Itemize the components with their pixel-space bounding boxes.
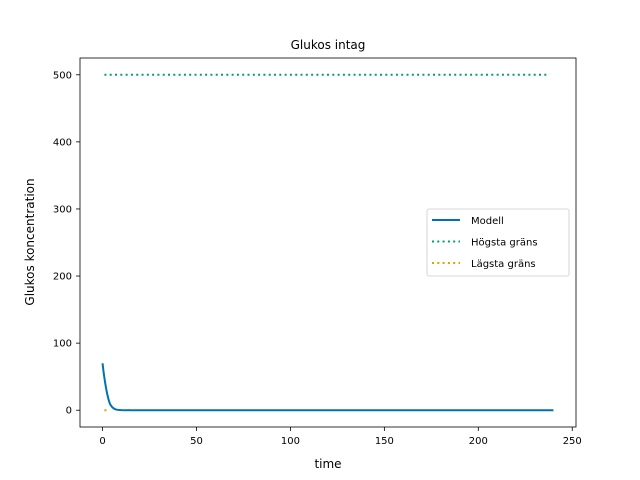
x-tick-label: 200	[469, 436, 488, 447]
y-tick-label: 300	[53, 204, 72, 215]
legend: Modell Högsta gräns Lägsta gräns	[426, 208, 570, 277]
x-tick-label: 100	[281, 436, 300, 447]
plot-area-frame	[79, 57, 577, 428]
y-tick-label: 400	[53, 137, 72, 148]
series-line-1	[101, 363, 554, 412]
x-tick-label: 250	[563, 436, 582, 447]
y-tick-label: 0	[66, 406, 72, 417]
y-axis: 0 100 200 300 400 500	[53, 70, 80, 417]
x-axis-title: time	[314, 457, 341, 471]
plot-marks	[101, 73, 554, 412]
legend-label-1: Modell	[471, 216, 504, 227]
x-tick-label: 150	[375, 436, 394, 447]
x-axis: 0 50 100 150 200 250	[99, 427, 582, 447]
x-tick-label: 0	[99, 436, 105, 447]
chart-title: Glukos intag	[291, 38, 366, 52]
y-axis-title: Glukos koncentration	[23, 178, 37, 305]
y-tick-label: 500	[53, 70, 72, 81]
x-tick-label: 50	[190, 436, 203, 447]
y-tick-label: 100	[53, 339, 72, 350]
legend-box	[426, 208, 570, 277]
legend-label-2: Högsta gräns	[471, 237, 538, 248]
legend-label-3: Lägsta gräns	[471, 259, 536, 270]
y-tick-label: 200	[53, 272, 72, 283]
